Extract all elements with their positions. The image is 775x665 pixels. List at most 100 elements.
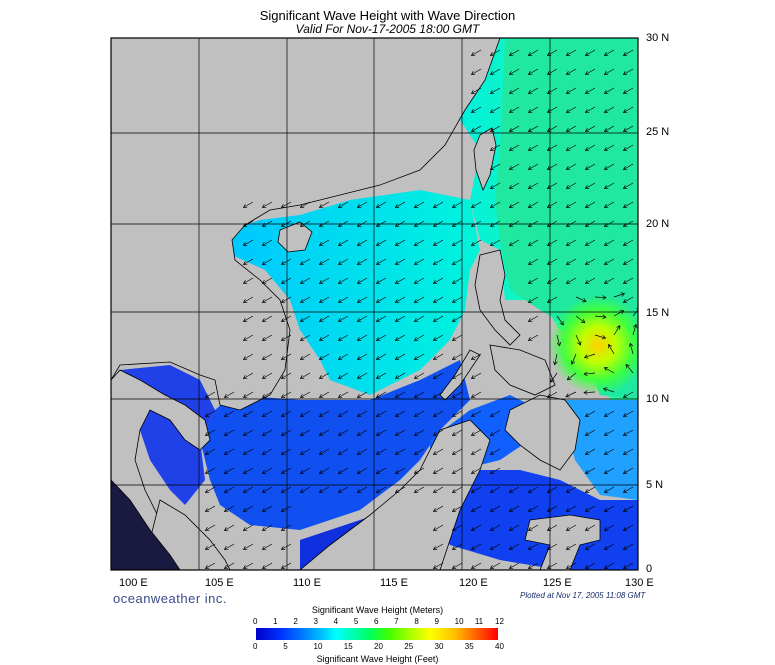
wave-arrow [471,106,482,113]
wave-arrow [433,277,444,284]
wave-arrow [490,125,501,132]
wave-arrow [281,467,292,474]
wave-arrow [604,106,615,113]
wave-arrow [471,543,482,550]
land-china [111,38,501,411]
wave-arrow [490,49,501,56]
wave-arrow [604,220,615,227]
wave-arrow [262,524,273,531]
wave-arrow [243,296,254,303]
wave-arrow [585,467,596,474]
wave-arrow [623,543,634,550]
wave-arrow [319,296,330,303]
wave-arrow [395,467,406,474]
wave-arrow [452,372,463,379]
wave-arrow [471,410,482,417]
wave-arrow [300,220,311,227]
wave-arrow [300,201,311,208]
wave-arrow [452,410,463,417]
wave-arrow [585,562,596,569]
land-borneo [299,419,491,570]
wave-arrow [585,410,596,417]
wave-arrow [281,353,292,360]
wave-arrow [319,201,330,208]
wave-arrow [575,334,581,345]
wave-arrow [547,296,558,303]
wave-arrow [490,429,501,436]
wave-arrow [452,486,463,493]
wave-arrow [623,87,634,94]
lat-label-15: 15 N [646,307,670,319]
map-subtitle: Valid For Nov-17-2005 18:00 GMT [295,22,480,36]
meters-tick: 10 [454,617,464,626]
wave-arrow [243,372,254,379]
wave-arrow [471,201,482,208]
wave-arrow [262,562,273,569]
wave-arrow [528,125,539,132]
wave-arrow [414,258,425,265]
wave-arrow [623,429,634,436]
brand-logo-text: oceanweather inc. [113,591,228,606]
wave-arrow [281,410,292,417]
wave-arrow [338,372,349,379]
wave-arrow [528,486,539,493]
wave-arrow [604,410,615,417]
wave-arrow [547,562,558,569]
wave-arrow [243,543,254,550]
map-frame [110,37,639,571]
wave-arrow [243,448,254,455]
wave-arrow [224,410,235,417]
wave-arrow [452,505,463,512]
wave-arrow [551,372,558,382]
wave-arrow [395,315,406,322]
wave-arrow [281,296,292,303]
wave-arrow [528,505,539,512]
wave-arrow [262,201,273,208]
wave-arrow [243,220,254,227]
wave-arrow [556,334,560,346]
wave-arrow [395,486,406,493]
colorbar-meters-title: Significant Wave Height (Meters) [311,605,444,615]
wave-arrow [452,524,463,531]
wave-arrow [395,448,406,455]
wave-arrow [452,448,463,455]
wave-arrow [338,201,349,208]
wave-arrow [395,372,406,379]
wave-arrow [243,391,254,398]
wave-arrow [471,486,482,493]
wave-arrow [632,308,638,317]
wave-arrow [224,562,235,569]
wave-arrow [604,125,615,132]
wave-arrow [623,106,634,113]
meters-tick: 4 [333,617,339,626]
wave-arrow [566,391,577,397]
wave-arrow [376,239,387,246]
wave-arrow [281,372,292,379]
wave-arrow [528,543,539,550]
wave-arrow [623,296,634,303]
wave-arrow [281,505,292,512]
wave-arrow [585,277,596,284]
wave-arrow [414,410,425,417]
wave-arrow [585,125,596,132]
meters-tick: 9 [434,617,439,626]
wave-arrow [243,467,254,474]
wave-arrow [433,429,444,436]
wave-arrow [338,410,349,417]
lat-label-5: 5 N [646,479,664,491]
wave-arrow [509,524,520,531]
wave-arrow [490,562,501,569]
meters-tick: 2 [293,617,298,626]
wave-arrow [357,220,368,227]
wave-arrow [357,315,368,322]
wave-arrow [594,334,606,338]
wave-arrow [243,505,254,512]
feet-tick: 0 [253,642,258,651]
wave-arrow [281,201,292,208]
colorbar [256,628,498,640]
wave-arrow [604,524,615,531]
wave-arrow [433,353,444,360]
wave-arrow [433,391,444,398]
wave-arrow [585,486,596,493]
lon-label-105: 105 E [205,577,234,589]
